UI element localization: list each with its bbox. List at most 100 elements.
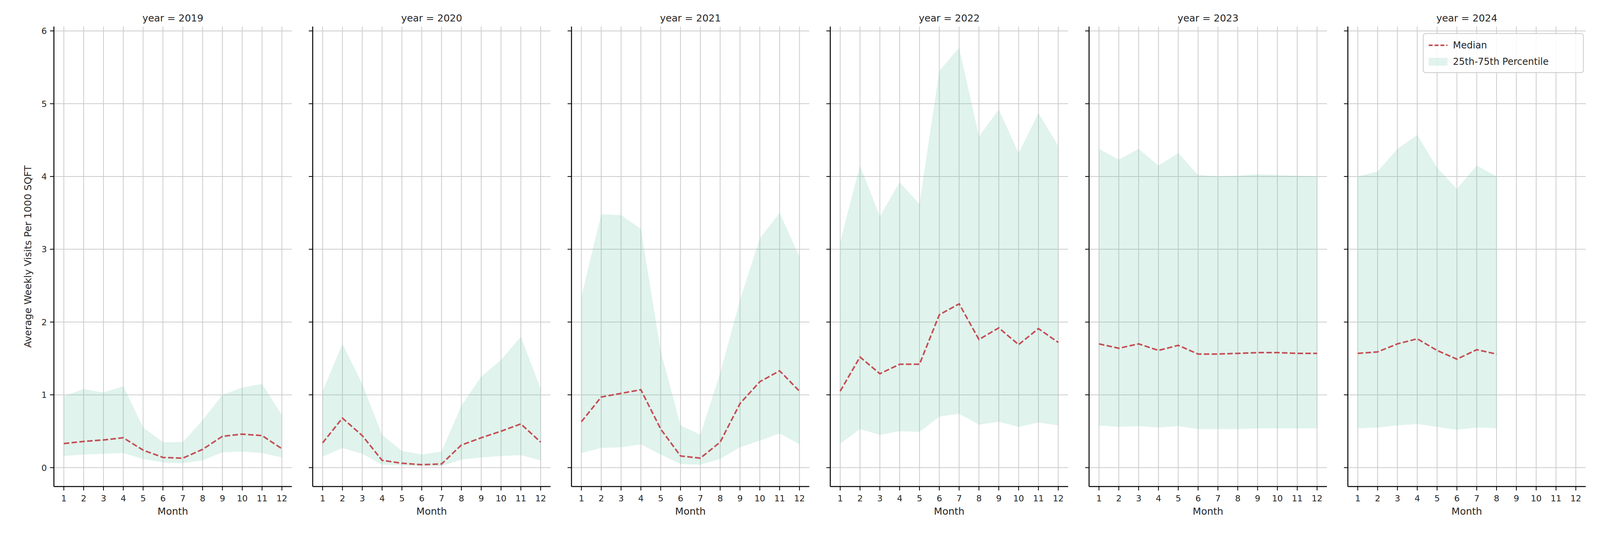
- x-tick: [1237, 486, 1239, 491]
- x-tick-label: 11: [515, 493, 527, 504]
- x-tick-label: 4: [379, 493, 385, 504]
- percentile-band: [63, 383, 282, 464]
- x-tick: [660, 486, 661, 491]
- x-tick: [1098, 486, 1100, 491]
- grid-line: [441, 26, 442, 487]
- grid-line: [142, 26, 144, 487]
- x-tick-label: 4: [1414, 493, 1420, 504]
- x-tick: [361, 486, 363, 491]
- x-tick: [919, 486, 920, 491]
- legend-swatch: [1428, 57, 1448, 66]
- grid-line: [53, 467, 292, 469]
- grid-line: [1555, 26, 1557, 487]
- panel-title: year = 2019: [142, 12, 204, 24]
- grid-line: [1089, 467, 1327, 469]
- x-tick-label: 12: [276, 493, 288, 504]
- y-tick: [567, 30, 572, 32]
- y-tick: [1085, 176, 1090, 177]
- x-tick-label: 9: [737, 493, 743, 504]
- x-tick-label: 6: [677, 493, 684, 504]
- x-tick: [1197, 486, 1199, 491]
- x-tick-label: 12: [1052, 493, 1064, 504]
- x-tick-label: 4: [896, 493, 903, 504]
- x-tick: [939, 486, 940, 491]
- x-tick: [342, 486, 343, 491]
- y-tick: [826, 394, 831, 396]
- y-tick: [567, 467, 572, 469]
- x-tick: [759, 486, 761, 491]
- y-tick-label: 1: [41, 390, 47, 400]
- x-tick-label: 9: [1513, 493, 1520, 504]
- x-tick-label: 5: [657, 493, 664, 504]
- x-tick: [1396, 486, 1398, 491]
- x-tick-label: 7: [956, 493, 962, 504]
- legend: Median25th-75th Percentile: [1423, 33, 1584, 73]
- y-tick: [308, 321, 313, 323]
- y-tick: [308, 394, 313, 396]
- x-tick: [1535, 486, 1537, 491]
- x-tick-label: 6: [936, 493, 943, 504]
- x-tick-label: 9: [478, 493, 484, 504]
- x-tick-label: 8: [1493, 493, 1500, 504]
- x-tick: [500, 486, 502, 491]
- x-tick-label: 6: [419, 493, 425, 504]
- x-tick-label: 7: [1215, 493, 1221, 504]
- x-tick: [1575, 486, 1577, 491]
- grid-line: [53, 103, 292, 105]
- grid-line: [312, 176, 551, 177]
- x-tick: [142, 486, 144, 491]
- percentile-band: [1098, 148, 1317, 430]
- grid-line: [1089, 103, 1327, 105]
- grid-line: [680, 26, 681, 487]
- x-tick-label: 5: [916, 493, 923, 504]
- x-tick-label: 3: [618, 493, 624, 504]
- x-tick-label: 2: [857, 493, 863, 504]
- x-tick-label: 7: [438, 493, 445, 504]
- grid-line: [53, 176, 292, 177]
- y-tick: [50, 321, 54, 323]
- y-tick: [826, 248, 831, 250]
- x-tick-label: 3: [876, 493, 883, 504]
- x-tick: [739, 486, 741, 491]
- grid-line: [381, 26, 383, 487]
- panel: 123456789101112year = 2021Month: [567, 12, 810, 518]
- x-tick: [1257, 486, 1258, 491]
- x-axis-line: [53, 486, 292, 488]
- x-tick: [799, 486, 800, 491]
- x-tick-label: 6: [160, 493, 166, 504]
- x-tick: [1057, 486, 1059, 491]
- x-tick-label: 6: [1454, 493, 1460, 504]
- y-tick-label: 5: [41, 99, 47, 109]
- x-tick: [460, 486, 462, 491]
- grid-line: [401, 26, 403, 487]
- y-tick: [567, 176, 572, 177]
- y-axis-line: [312, 26, 314, 487]
- x-tick-label: 10: [1271, 493, 1283, 504]
- x-tick: [580, 486, 582, 491]
- x-tick: [221, 486, 223, 491]
- x-tick-label: 6: [1195, 493, 1201, 504]
- x-tick: [63, 486, 65, 491]
- y-tick: [50, 394, 54, 396]
- grid-line: [53, 321, 292, 323]
- x-tick-label: 5: [1434, 493, 1440, 504]
- x-axis-label: Month: [1451, 505, 1483, 518]
- x-tick: [322, 486, 324, 491]
- y-tick: [567, 321, 572, 323]
- x-tick: [1138, 486, 1140, 491]
- x-tick-label: 5: [1175, 493, 1181, 504]
- x-tick-label: 8: [717, 493, 724, 504]
- x-tick-label: 2: [1116, 493, 1122, 504]
- grid-line: [830, 30, 1069, 32]
- y-axis-line: [829, 26, 831, 487]
- x-tick: [1217, 486, 1219, 491]
- x-tick-label: 10: [1013, 493, 1025, 504]
- x-tick: [1018, 486, 1020, 491]
- y-tick: [308, 176, 313, 177]
- x-tick: [421, 486, 423, 491]
- x-axis-label: Month: [1192, 505, 1224, 518]
- x-tick: [839, 486, 841, 491]
- x-tick: [520, 486, 522, 491]
- x-tick-label: 4: [638, 493, 644, 504]
- x-tick-label: 7: [180, 493, 186, 504]
